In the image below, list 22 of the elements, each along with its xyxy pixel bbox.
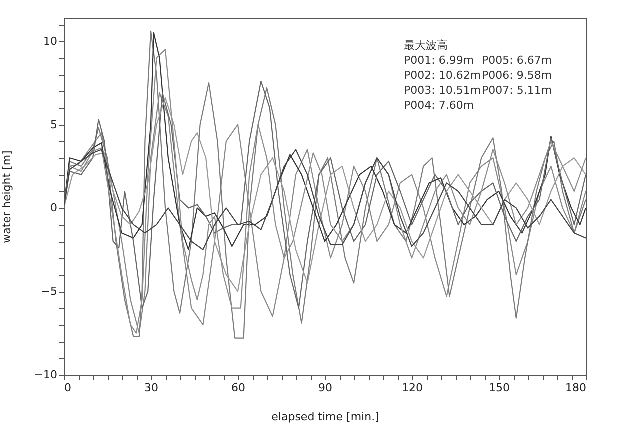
- annotation: P005: 6.67m: [482, 54, 552, 67]
- annotation: 最大波高: [404, 39, 448, 52]
- x-tick-label: 90: [318, 382, 332, 394]
- annotation: P002: 10.62m: [404, 69, 482, 82]
- annotation: P007: 5.11m: [482, 84, 552, 97]
- y-tick-label: 0: [50, 202, 58, 215]
- y-tick-label: 5: [50, 118, 58, 132]
- annotation: P006: 9.58m: [482, 69, 552, 82]
- y-tick-label: 10: [44, 34, 58, 48]
- annotation: P001: 6.99m: [404, 54, 474, 67]
- y-tick-label: −10: [34, 368, 58, 382]
- annotation: P003: 10.51m: [404, 84, 482, 97]
- x-tick-label: 60: [232, 382, 246, 394]
- x-tick-label: 30: [144, 382, 158, 394]
- x-tick-label: 180: [566, 382, 586, 394]
- x-tick-label: 0: [64, 382, 72, 394]
- y-tick-label: −5: [41, 285, 58, 298]
- x-tick-label: 150: [489, 382, 510, 394]
- x-axis-title: elapsed time [min.]: [272, 410, 380, 424]
- annotation: P004: 7.60m: [404, 99, 474, 112]
- y-axis-title: water height [m]: [0, 150, 14, 244]
- x-tick-label: 120: [402, 382, 423, 394]
